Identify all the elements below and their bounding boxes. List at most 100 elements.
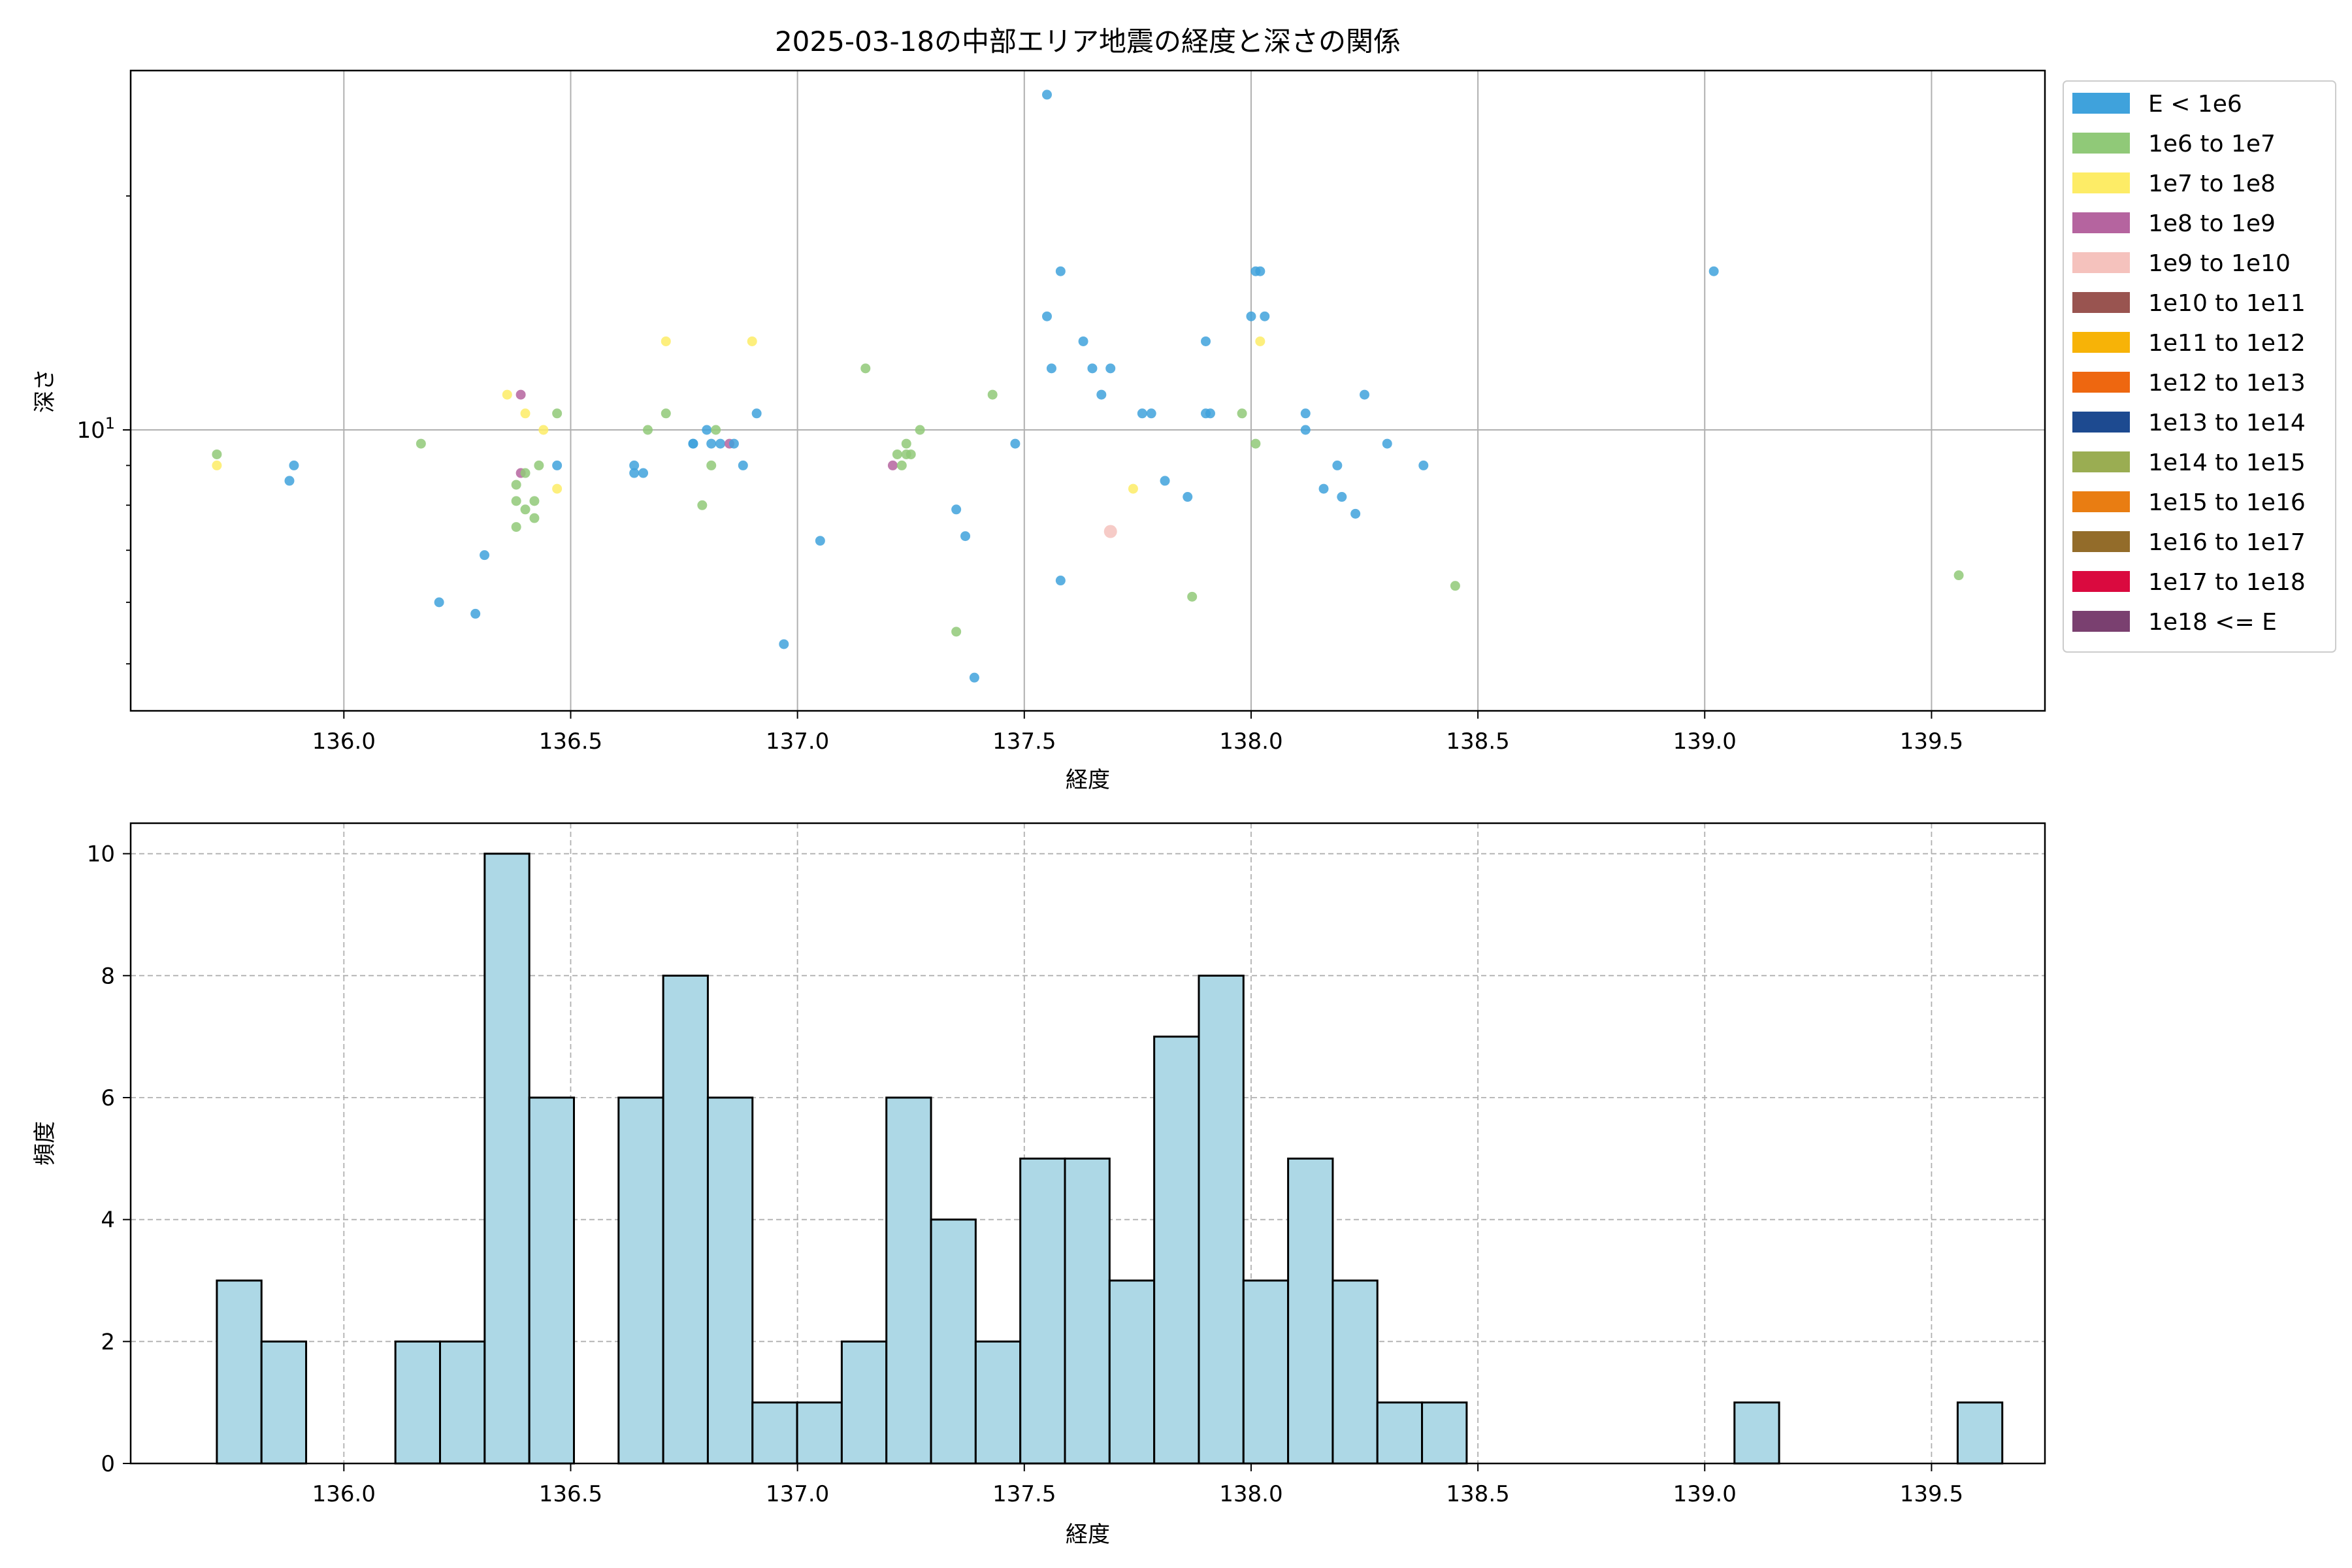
scatter-point [715,438,726,449]
histogram-bar [1019,1157,1066,1465]
histogram-y-axis-label: 頻度 [32,1121,58,1166]
histogram-bar [260,1340,308,1465]
scatter-point [711,425,721,435]
scatter-point [1708,266,1719,276]
scatter-y-axis-label: 深さ [32,368,58,413]
histogram-bar [974,1340,1022,1465]
scatter-point [1418,460,1429,470]
histogram-bar [1421,1401,1468,1465]
scatter-point [1255,266,1266,276]
histogram-bar [1331,1279,1379,1465]
scatter-point [661,336,671,346]
scatter-point [515,389,526,400]
legend-swatch [2072,571,2130,592]
scatter-point [1055,266,1066,276]
legend-swatch [2072,292,2130,313]
scatter-point [1332,460,1343,470]
histogram-bar [1287,1157,1334,1465]
histogram-x-tick-label: 139.0 [1673,1481,1737,1507]
scatter-point [552,460,563,470]
histogram-bar [216,1279,263,1465]
scatter-x-axis-label: 経度 [1066,767,1110,793]
scatter-point [552,483,563,494]
scatter-y-ticks: 101 [76,195,131,664]
scatter-point [470,608,481,619]
scatter-x-tick-label: 136.0 [312,728,376,755]
histogram-x-tick-label: 136.0 [312,1481,376,1507]
scatter-point [1146,408,1156,419]
legend-label: 1e14 to 1e15 [2148,449,2306,476]
scatter-point [1160,476,1170,486]
scatter-point [502,389,512,400]
scatter-y-tick-base: 10 [76,417,105,444]
scatter-point [706,460,717,470]
histogram-bar [840,1340,888,1465]
histogram-bar [1064,1157,1111,1465]
scatter-point [1201,336,1211,346]
histogram-y-tick-label: 0 [101,1451,115,1477]
legend-swatch [2072,372,2130,393]
scatter-point [1450,581,1460,591]
scatter-point [212,460,222,470]
legend-label: 1e13 to 1e14 [2148,410,2306,436]
scatter-point [480,550,490,561]
scatter-point [289,460,299,470]
legend-swatch [2072,172,2130,193]
legend-label: 1e18 <= E [2148,609,2277,636]
scatter-point [1055,576,1066,586]
scatter-point [702,425,712,435]
histogram-bar [751,1401,798,1465]
legend-swatch [2072,332,2130,353]
scatter-point [1337,492,1347,502]
histogram-x-tick-label: 138.5 [1446,1481,1509,1507]
legend-swatch [2072,451,2130,472]
scatter-point [747,336,757,346]
scatter-point [511,522,521,532]
scatter-x-tick-label: 138.0 [1219,728,1282,755]
scatter-point [751,408,762,419]
scatter-point [728,438,739,449]
histogram-bar [1153,1036,1200,1465]
legend-swatch [2072,133,2130,154]
legend-label: 1e16 to 1e17 [2148,529,2306,556]
scatter-x-tick-label: 137.0 [766,728,829,755]
scatter-point [960,531,971,542]
scatter-point [1237,408,1247,419]
scatter-point [520,504,531,515]
scatter-point [1187,591,1198,602]
scatter-point [1128,483,1138,494]
scatter-point [860,363,871,374]
legend-label: 1e8 to 1e9 [2148,210,2276,237]
scatter-point [511,480,521,490]
scatter-panel: 136.0 136.5 137.0 137.5 138.0 138.5 139.0 139.5… [32,69,2336,793]
scatter-point [511,496,521,506]
histogram-bar [394,1340,442,1465]
histogram-bar [1956,1401,2004,1465]
scatter-point [1103,525,1117,538]
scatter-point [1250,438,1261,449]
histogram-x-tick-label: 138.0 [1219,1481,1282,1507]
legend-swatch [2072,611,2130,632]
scatter-point [1046,363,1056,374]
legend-swatch [2072,531,2130,552]
scatter-point [1953,570,1964,581]
histogram-bar [1733,1401,1780,1465]
scatter-point [661,408,671,419]
scatter-point [1096,389,1107,400]
scatter-x-ticks: 136.0 136.5 137.0 137.5 138.0 138.5 139.0 139.5 [312,711,1963,755]
legend-swatch [2072,212,2130,233]
histogram-axes-frame [129,822,2046,1465]
histogram-bar [885,1096,932,1465]
scatter-point [901,438,911,449]
histogram-y-tick-label: 2 [101,1329,115,1355]
histogram-x-ticks: 136.0 136.5 137.0 137.5 138.0 138.5 139.0 139.5 [312,1463,1963,1507]
legend-label: 1e9 to 1e10 [2148,250,2291,277]
scatter-point [529,496,540,506]
scatter-point [1260,311,1270,321]
scatter-y-tick-exponent: 1 [105,414,115,433]
scatter-point [1010,438,1021,449]
histogram-bar [1198,974,1245,1465]
scatter-point [1255,336,1266,346]
scatter-point [643,425,653,435]
legend-label: E < 1e6 [2148,91,2242,118]
